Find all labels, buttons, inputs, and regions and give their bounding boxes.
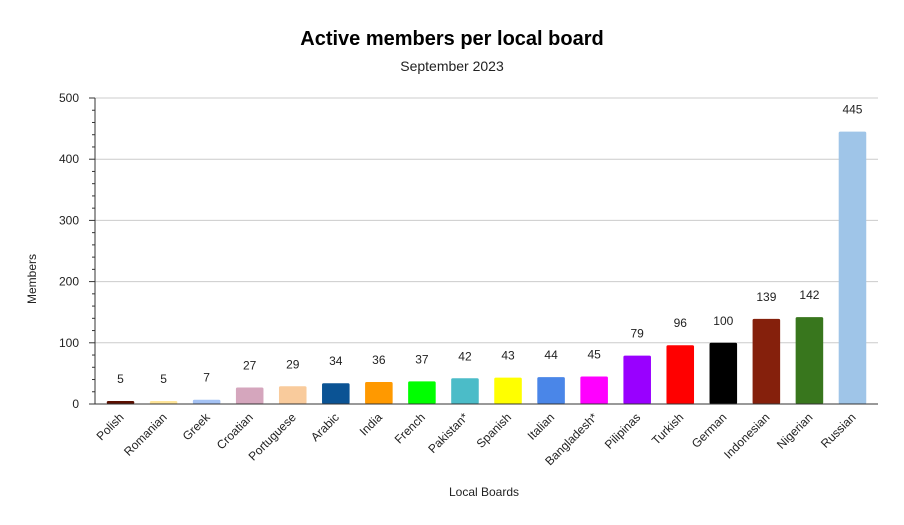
- bar: [451, 378, 479, 404]
- bar: [795, 317, 824, 404]
- bars: 5 5 7 27 29 34 36 37 42 43 44 45 79 96 100 139 142 445: [106, 103, 867, 404]
- x-tick-label: Italian: [525, 410, 558, 443]
- data-label: 36: [372, 353, 386, 367]
- data-label: 27: [243, 358, 257, 372]
- data-label: 142: [799, 288, 819, 302]
- x-tick-label: Pakistan*: [425, 410, 471, 456]
- x-tick-label: French: [392, 410, 428, 446]
- x-tick-label: German: [689, 410, 730, 451]
- data-label: 34: [329, 354, 343, 368]
- y-tick-label: 0: [72, 397, 79, 411]
- data-label: 37: [415, 352, 429, 366]
- y-axis: 0 100 200 300 400 500: [59, 91, 96, 411]
- x-tick-label: Russian: [818, 410, 859, 451]
- bar: [278, 386, 307, 404]
- bar: [408, 381, 436, 404]
- bar: [838, 131, 867, 404]
- x-tick-label: Pilipinas: [602, 410, 644, 452]
- data-label: 445: [842, 103, 862, 117]
- data-label: 5: [160, 372, 167, 386]
- x-axis-title: Local Boards: [449, 485, 519, 499]
- x-tick-label: Croatian: [214, 410, 256, 452]
- data-label: 45: [587, 347, 601, 361]
- x-tick-label: India: [357, 410, 386, 439]
- bar: [365, 381, 393, 404]
- x-tick-label: Turkish: [649, 410, 686, 447]
- data-label: 43: [501, 349, 515, 363]
- bar: [494, 377, 522, 404]
- data-label: 100: [713, 314, 733, 328]
- bar: [709, 342, 738, 404]
- bar: [623, 355, 651, 404]
- chart-subtitle: September 2023: [400, 58, 504, 74]
- chart-title: Active members per local board: [300, 28, 603, 50]
- data-label: 96: [674, 316, 688, 330]
- bar: [580, 376, 608, 404]
- bar: [752, 318, 781, 404]
- bar: [106, 400, 135, 404]
- x-tick-label: Polish: [94, 410, 127, 443]
- data-label: 44: [544, 348, 558, 362]
- data-label: 42: [458, 349, 472, 363]
- y-tick-label: 300: [59, 213, 79, 227]
- y-tick-label: 200: [59, 275, 79, 289]
- data-label: 29: [286, 357, 300, 371]
- bar: [537, 377, 565, 404]
- x-tick-label: Romanian: [121, 410, 170, 459]
- y-tick-label: 500: [59, 91, 79, 105]
- y-tick-label: 400: [59, 152, 79, 166]
- bar: [235, 387, 264, 404]
- data-label: 139: [756, 290, 776, 304]
- y-axis-title: Members: [25, 254, 39, 304]
- x-tick-label: Arabic: [308, 410, 342, 444]
- x-tick-label: Spanish: [474, 410, 515, 451]
- bar: [192, 399, 221, 404]
- bar: [149, 400, 178, 404]
- x-tick-label: Indonesian: [721, 410, 772, 461]
- data-label: 5: [117, 372, 124, 386]
- bar: [322, 383, 350, 404]
- data-label: 7: [203, 371, 210, 385]
- x-tick-label: Greek: [180, 410, 214, 444]
- bar: [666, 345, 695, 404]
- y-tick-label: 100: [59, 336, 79, 350]
- gridlines: [95, 97, 878, 344]
- x-tick-label: Nigerian: [774, 410, 816, 452]
- data-label: 79: [631, 327, 645, 341]
